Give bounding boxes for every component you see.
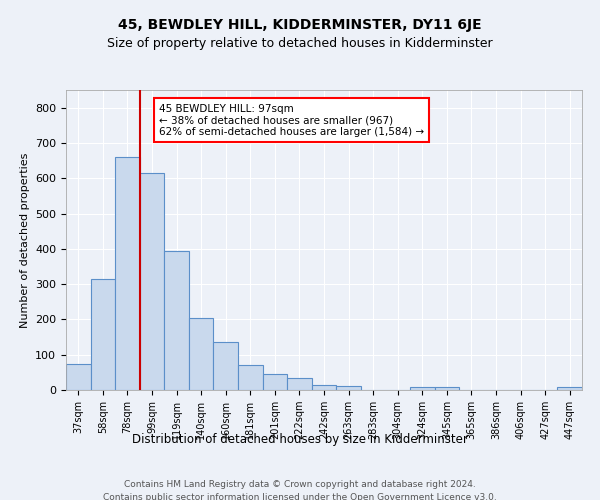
Y-axis label: Number of detached properties: Number of detached properties [20,152,29,328]
Bar [410,387,434,390]
Text: 45 BEWDLEY HILL: 97sqm
← 38% of detached houses are smaller (967)
62% of semi-de: 45 BEWDLEY HILL: 97sqm ← 38% of detached… [159,104,424,136]
Bar [336,386,361,390]
Bar [164,250,189,390]
Bar [91,279,115,390]
Bar [140,173,164,390]
Bar [66,364,91,390]
Bar [557,387,582,390]
Text: Distribution of detached houses by size in Kidderminster: Distribution of detached houses by size … [132,432,468,446]
Bar [238,366,263,390]
Text: Size of property relative to detached houses in Kidderminster: Size of property relative to detached ho… [107,38,493,51]
Bar [434,387,459,390]
Bar [263,374,287,390]
Bar [287,378,312,390]
Text: 45, BEWDLEY HILL, KIDDERMINSTER, DY11 6JE: 45, BEWDLEY HILL, KIDDERMINSTER, DY11 6J… [118,18,482,32]
Bar [189,318,214,390]
Bar [115,157,140,390]
Bar [214,342,238,390]
Bar [312,384,336,390]
Text: Contains HM Land Registry data © Crown copyright and database right 2024.
Contai: Contains HM Land Registry data © Crown c… [103,480,497,500]
